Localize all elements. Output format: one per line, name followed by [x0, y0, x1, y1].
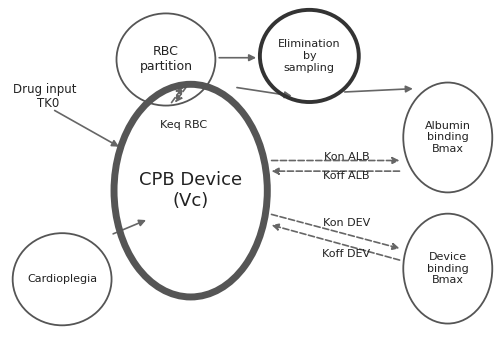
Text: Kon ALB: Kon ALB: [324, 152, 369, 162]
Text: Cardioplegia: Cardioplegia: [27, 274, 97, 284]
Text: Kon DEV: Kon DEV: [323, 217, 370, 228]
Text: Elimination
by
sampling: Elimination by sampling: [278, 39, 340, 73]
Text: Keq RBC: Keq RBC: [160, 120, 207, 130]
Text: Albumin
binding
Bmax: Albumin binding Bmax: [425, 121, 471, 154]
Text: Koff DEV: Koff DEV: [322, 249, 370, 260]
Text: Device
binding
Bmax: Device binding Bmax: [427, 252, 469, 285]
Text: TK0: TK0: [38, 97, 60, 110]
Text: CPB Device
(Vc): CPB Device (Vc): [139, 171, 242, 210]
Text: Drug input: Drug input: [12, 83, 76, 96]
Text: RBC
partition: RBC partition: [140, 45, 192, 73]
Text: Koff ALB: Koff ALB: [323, 171, 370, 181]
